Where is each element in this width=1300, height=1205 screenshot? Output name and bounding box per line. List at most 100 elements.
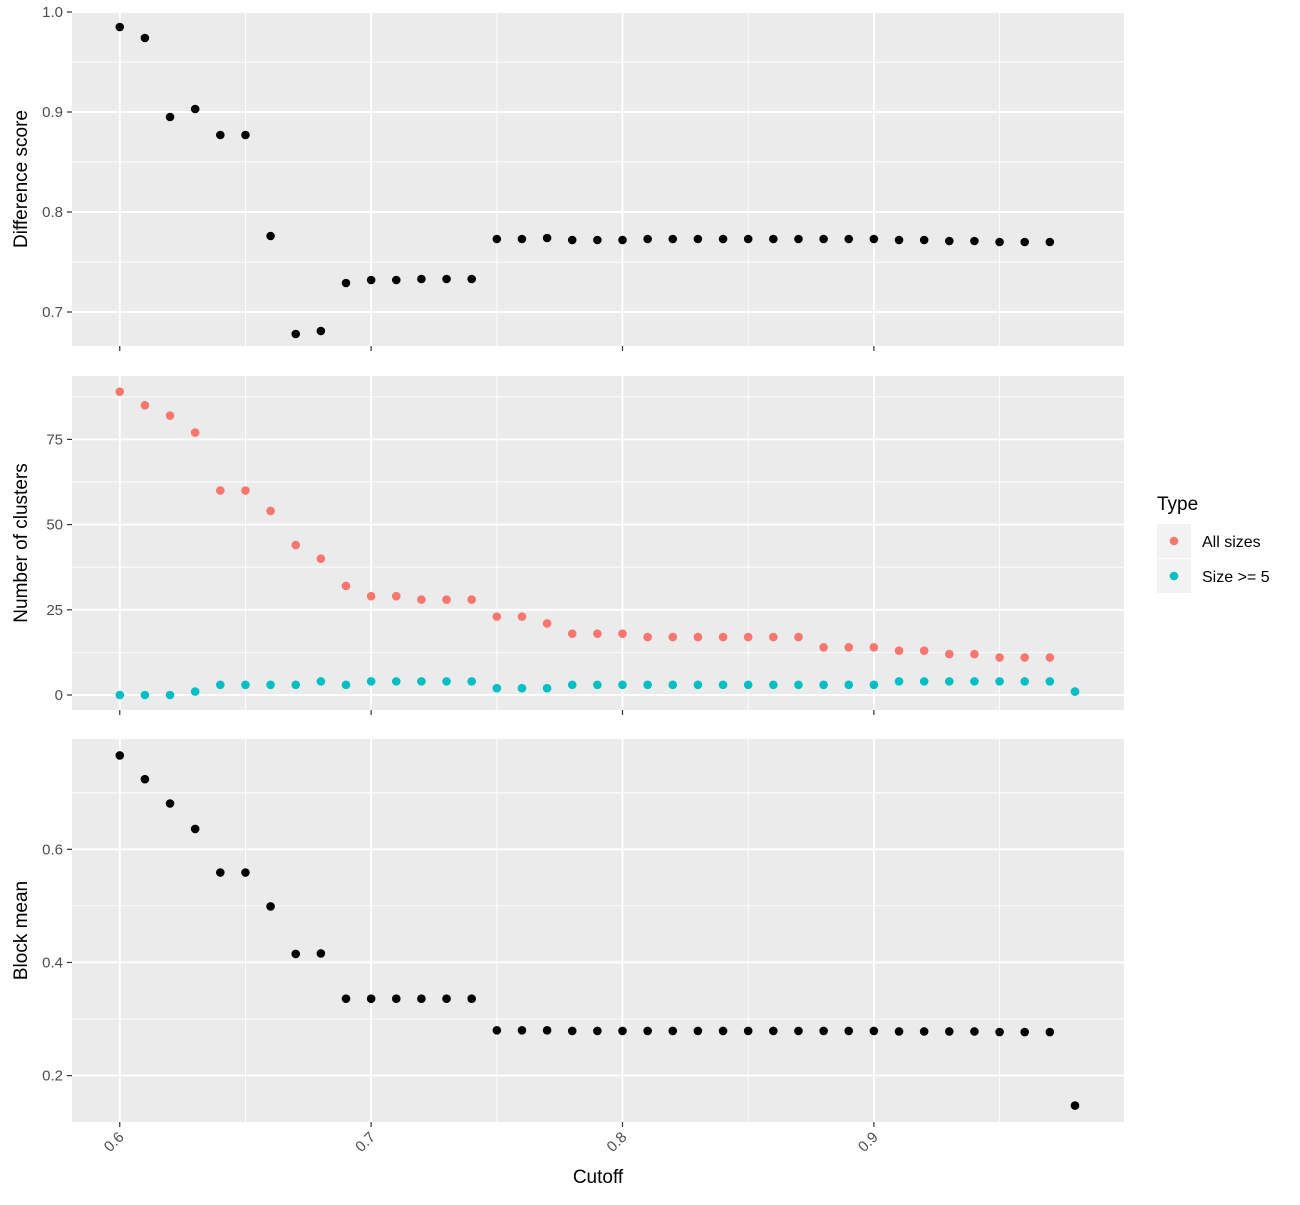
x-tick-label: 0.6 [101, 1129, 128, 1156]
data-point [492, 612, 502, 621]
y-tick-label: 0.7 [42, 304, 63, 321]
data-point [517, 234, 527, 244]
data-point [1020, 653, 1030, 662]
data-point [693, 1026, 703, 1036]
data-point [291, 680, 301, 690]
data-point [1020, 1027, 1030, 1037]
data-point [341, 994, 351, 1003]
data-point [316, 677, 326, 686]
data-point [819, 1026, 828, 1036]
data-point [567, 1026, 577, 1036]
data-point [618, 680, 627, 690]
data-point [593, 680, 602, 690]
y-tick-label: 0 [55, 687, 63, 704]
data-point [567, 235, 577, 245]
data-point [140, 690, 150, 700]
data-point [341, 278, 351, 288]
legend-label: All sizes [1202, 534, 1261, 551]
data-point [743, 632, 753, 642]
data-point [165, 411, 175, 420]
data-point [417, 994, 426, 1003]
data-point [366, 591, 376, 601]
y-axis-title: Block mean [11, 881, 32, 980]
data-point [618, 629, 627, 638]
y-tick-label: 0.2 [42, 1068, 63, 1085]
data-point [517, 612, 527, 621]
data-point [844, 642, 854, 652]
data-point [643, 1026, 652, 1036]
data-point [266, 231, 275, 241]
y-axis-title: Difference score [11, 110, 32, 248]
data-point [391, 994, 401, 1003]
data-point [316, 326, 326, 336]
data-point [970, 677, 979, 686]
data-point [743, 1026, 753, 1036]
y-tick-label: 50 [46, 517, 63, 534]
data-point [944, 677, 954, 686]
data-point [794, 632, 803, 642]
data-point [618, 235, 627, 245]
data-point [492, 1026, 502, 1035]
data-point [819, 680, 828, 690]
data-point [995, 1027, 1004, 1037]
data-point [417, 274, 426, 284]
data-point [718, 680, 728, 690]
data-point [643, 680, 652, 690]
x-tick-label: 0.9 [855, 1129, 882, 1156]
y-axis-title: Number of clusters [11, 463, 32, 622]
data-point [165, 690, 175, 700]
data-point [944, 649, 954, 659]
data-point [769, 632, 778, 642]
data-point [291, 329, 301, 339]
data-point [266, 680, 275, 690]
data-point [995, 237, 1004, 247]
data-point [542, 1026, 552, 1035]
data-point [341, 680, 351, 690]
data-point [593, 629, 602, 638]
data-point [492, 683, 502, 693]
data-point [366, 677, 376, 686]
data-point [794, 1026, 803, 1036]
data-point [1070, 1101, 1080, 1110]
y-tick-label: 0.9 [42, 104, 63, 121]
data-point [391, 677, 401, 686]
data-point [1045, 237, 1055, 247]
data-point [140, 33, 150, 43]
data-point [442, 274, 451, 284]
data-point [467, 274, 476, 284]
data-point [115, 751, 125, 760]
data-point [165, 112, 175, 122]
data-point [718, 234, 728, 244]
data-point [869, 642, 879, 652]
panel-background [72, 739, 1124, 1122]
data-point [869, 680, 879, 690]
data-point [919, 1027, 929, 1036]
data-point [894, 1027, 904, 1036]
data-point [216, 486, 225, 495]
data-point [115, 22, 125, 32]
data-point [366, 275, 376, 285]
data-point [140, 401, 150, 410]
data-point [769, 1026, 778, 1036]
data-point [794, 234, 803, 244]
data-point [769, 234, 778, 244]
data-point [769, 680, 778, 690]
data-point [668, 1026, 678, 1036]
data-point [970, 236, 979, 246]
data-point [467, 994, 476, 1003]
data-point [492, 234, 502, 244]
data-point [668, 680, 678, 690]
data-point [643, 632, 652, 642]
data-point [944, 1027, 954, 1036]
data-point [567, 680, 577, 690]
data-point [1070, 687, 1080, 696]
data-point [869, 1026, 879, 1036]
y-tick-label: 0.8 [42, 204, 63, 221]
data-point [190, 428, 200, 437]
data-point [417, 595, 426, 604]
data-point [391, 591, 401, 601]
panel-background [72, 12, 1124, 346]
data-point [1020, 237, 1030, 247]
